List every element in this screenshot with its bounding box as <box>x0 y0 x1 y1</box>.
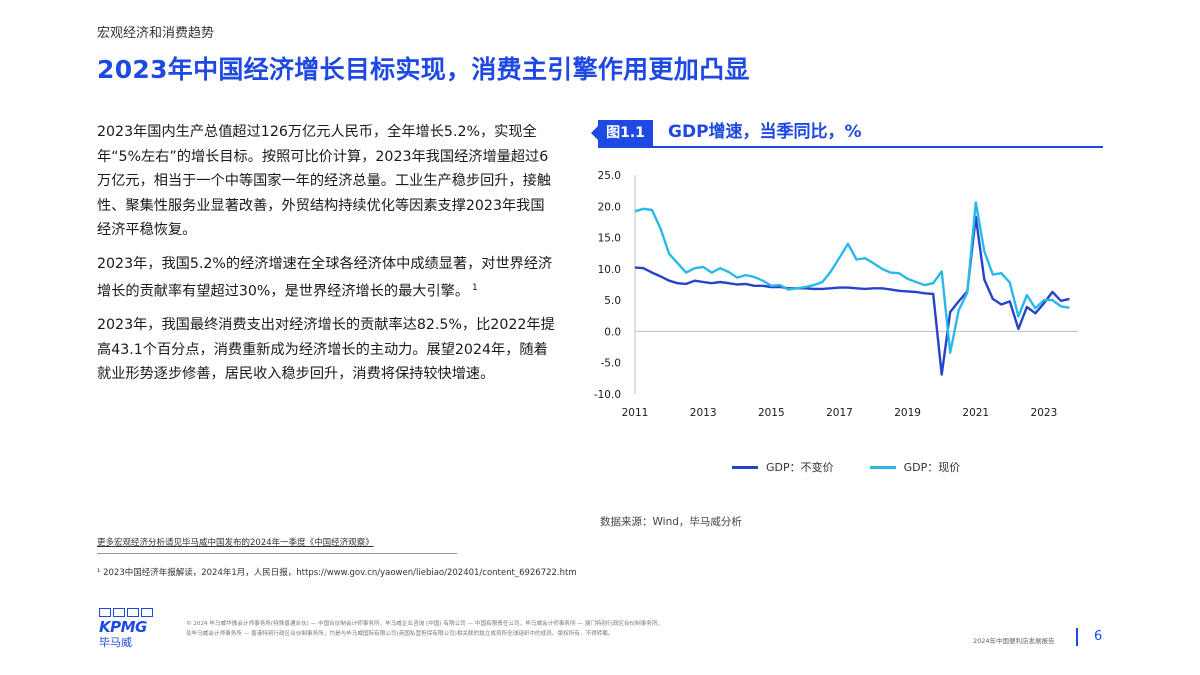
kpmg-logo-boxes <box>99 608 161 617</box>
figure-title: GDP增速，当季同比，% <box>668 122 862 142</box>
x-tick-label: 2021 <box>962 407 989 419</box>
y-axis-labels: 25.0 20.0 15.0 10.0 5.0 0.0 -5.0 -10.0 <box>594 170 621 401</box>
report-name: 2024年中国便利店发展报告 <box>973 637 1055 645</box>
legend-swatch-real <box>732 465 758 469</box>
y-tick-label: 25.0 <box>598 170 621 182</box>
page-title: 2023年中国经济增长目标实现，消费主引擎作用更加凸显 <box>97 55 750 84</box>
x-tick-label: 2013 <box>690 407 717 419</box>
legal-notice: © 2024 毕马威华振会计师事务所(特殊普通合伙) — 中国合伙制会计师事务所… <box>186 619 826 639</box>
body-text: 2023年国内生产总值超过126万亿元人民币，全年增长5.2%，实现全年“5%左… <box>97 120 555 396</box>
legal-line-2: 及毕马威会计师事务所 — 香港特别行政区合伙制事务所，均是与毕马威国际有限公司(… <box>186 631 614 637</box>
chart-legend: GDP：不变价 GDP：现价 <box>732 459 960 475</box>
y-tick-label: 5.0 <box>604 295 621 307</box>
legal-line-1: © 2024 毕马威华振会计师事务所(特殊普通合伙) — 中国合伙制会计师事务所… <box>186 621 664 627</box>
legend-label-nominal: GDP：现价 <box>903 461 961 474</box>
footnote-text[interactable]: ¹ 2023中国经济年报解读，2024年1月，人民日报，https://www.… <box>97 568 577 578</box>
paragraph-2: 2023年，我国5.2%的经济增速在全球各经济体中成绩显著，对世界经济增长的贡献… <box>97 252 555 305</box>
x-tick-label: 2011 <box>622 407 649 419</box>
x-tick-label: 2019 <box>894 407 921 419</box>
series-line-nominal-gdp <box>634 201 1070 354</box>
paragraph-1: 2023年国内生产总值超过126万亿元人民币，全年增长5.2%，实现全年“5%左… <box>97 124 552 238</box>
y-tick-label: -5.0 <box>601 358 622 370</box>
section-label: 宏观经济和消费趋势 <box>97 26 215 41</box>
figure-tag: 图1.1 <box>598 120 653 146</box>
x-tick-label: 2015 <box>758 407 785 419</box>
figure-title-rule <box>598 146 1103 148</box>
kpmg-logo: KPMG 毕马威 <box>99 608 161 651</box>
gdp-line-chart: 25.0 20.0 15.0 10.0 5.0 0.0 -5.0 -10.0 2011 2013… <box>594 170 1078 419</box>
y-tick-label: 20.0 <box>598 201 621 213</box>
legend-swatch-nominal <box>869 465 896 469</box>
more-analysis-link[interactable]: 更多宏观经济分析请见毕马威中国发布的2024年一季度《中国经济观察》 <box>97 538 374 548</box>
data-source: 数据来源：Wind，毕马威分析 <box>600 516 742 528</box>
y-tick-label: -10.0 <box>594 389 621 401</box>
footnote-marker[interactable]: 1 <box>472 283 478 293</box>
y-tick-label: 0.0 <box>604 326 621 338</box>
page-number: 6 <box>1094 629 1103 644</box>
x-axis-labels: 2011 2013 2015 2017 2019 2021 2023 <box>622 407 1058 419</box>
series-line-real-gdp <box>634 215 1070 376</box>
paragraph-3: 2023年，我国最终消费支出对经济增长的贡献率达82.5%，比2022年提高43… <box>97 317 555 383</box>
figure-tag-notch <box>591 126 598 140</box>
kpmg-logo-chinese: 毕马威 <box>99 636 132 649</box>
series-lines <box>634 201 1070 376</box>
y-tick-label: 10.0 <box>598 264 621 276</box>
footer-divider <box>1076 628 1078 646</box>
kpmg-logo-word: KPMG <box>99 618 147 636</box>
x-tick-label: 2017 <box>826 407 853 419</box>
legend-item-real: GDP：不变价 <box>732 459 834 475</box>
legend-label-real: GDP：不变价 <box>766 461 834 474</box>
paragraph-2-text: 2023年，我国5.2%的经济增速在全球各经济体中成绩显著，对世界经济增长的贡献… <box>97 255 553 300</box>
y-tick-label: 15.0 <box>598 233 621 245</box>
legend-item-nominal: GDP：现价 <box>869 459 961 475</box>
footnote-divider <box>97 553 457 554</box>
x-tick-label: 2023 <box>1031 407 1058 419</box>
